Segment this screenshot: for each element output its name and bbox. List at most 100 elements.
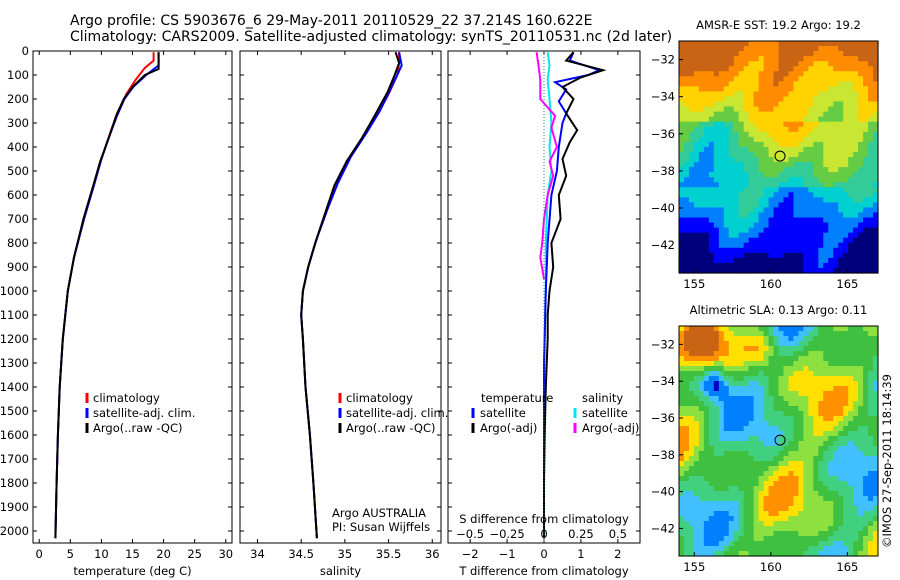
map-cell [728,536,735,542]
map-cell [703,526,710,532]
map-cell [728,106,735,113]
map-cell [833,86,839,93]
map-cell [863,521,869,527]
map-cell [778,476,785,482]
series-line [54,52,155,539]
map-cell [823,456,829,462]
map-cell [698,326,705,332]
map-cell [698,151,705,158]
map-cell [838,41,844,47]
map-cell [808,136,814,143]
map-cell [748,222,755,229]
map-cell [748,451,755,457]
map-cell [828,116,834,123]
map-cell [848,192,854,198]
map-cell [753,116,760,123]
map-cell [733,202,740,209]
map-cell [679,257,685,264]
map-cell [683,401,690,407]
map-cell [808,376,814,382]
map-cell [813,242,819,249]
map-cell [718,441,725,447]
map-cell [718,106,725,113]
map-cell [863,326,869,332]
map-cell [848,232,854,239]
map-cell [723,386,730,392]
map-cell [813,546,819,552]
map-cell [723,41,730,47]
map-cell [828,197,834,203]
map-cell [828,376,834,382]
map-cell [728,172,735,178]
map-cell [748,66,755,72]
map-cell [763,466,770,472]
map-cell [798,391,804,397]
map-cell [813,466,819,472]
map-cell [683,136,690,143]
map-cell [763,401,770,407]
map-cell [698,187,705,193]
map-cell [823,56,829,62]
map-cell [698,386,705,392]
map-cell [713,202,720,209]
map-cell [703,197,710,203]
map-cell [848,471,854,477]
map-cell [828,346,834,352]
map-cell [748,436,755,442]
map-cell [758,222,765,229]
map-cell [808,177,814,183]
map-cell [833,121,839,128]
map-cell [818,366,824,372]
map-cell [808,476,814,482]
map-cell [843,471,849,477]
map-cell [778,76,785,82]
map-cell [858,451,864,457]
map-cell [743,262,750,269]
map-cell [838,391,844,397]
map-cell [818,197,824,203]
map-x-tick-label: 155 [683,277,705,291]
map-cell [733,71,740,77]
map-cell [728,212,735,219]
map-cell [818,252,824,259]
map-cell [703,146,710,153]
map-cell [798,167,804,173]
map-cell [848,376,854,382]
map-cell [808,41,814,47]
map-cell [713,551,720,557]
map-cell [763,536,770,542]
map-cell [788,252,795,259]
map-cell [803,41,809,47]
map-cell [683,416,690,422]
map-cell [713,371,720,377]
map-cell [803,61,809,67]
map-cell [848,546,854,552]
map-cell [758,416,765,422]
map-cell [753,476,760,482]
map-cell [763,101,770,108]
map-cell [808,187,814,193]
map-cell [793,491,799,497]
map-cell [853,91,859,98]
map-cell [873,376,879,382]
s-tick-label: −0.25 [489,527,524,541]
map-cell [713,396,720,402]
map-cell [693,471,700,477]
map-cell [853,426,859,432]
map-cell [863,167,869,173]
map-cell [818,126,824,133]
map-cell [783,66,790,72]
map-cell [853,252,859,259]
map-cell [868,486,874,492]
map-cell [833,346,839,352]
map-cell [763,421,770,427]
legend-title-temperature: temperature [481,391,553,405]
map-cell [868,126,874,133]
series-line [300,52,401,539]
map-cell [743,431,750,437]
map-cell [713,391,720,397]
map-cell [833,511,839,517]
map-cell [708,491,715,497]
map-cell [843,386,849,392]
map-cell [738,91,745,98]
